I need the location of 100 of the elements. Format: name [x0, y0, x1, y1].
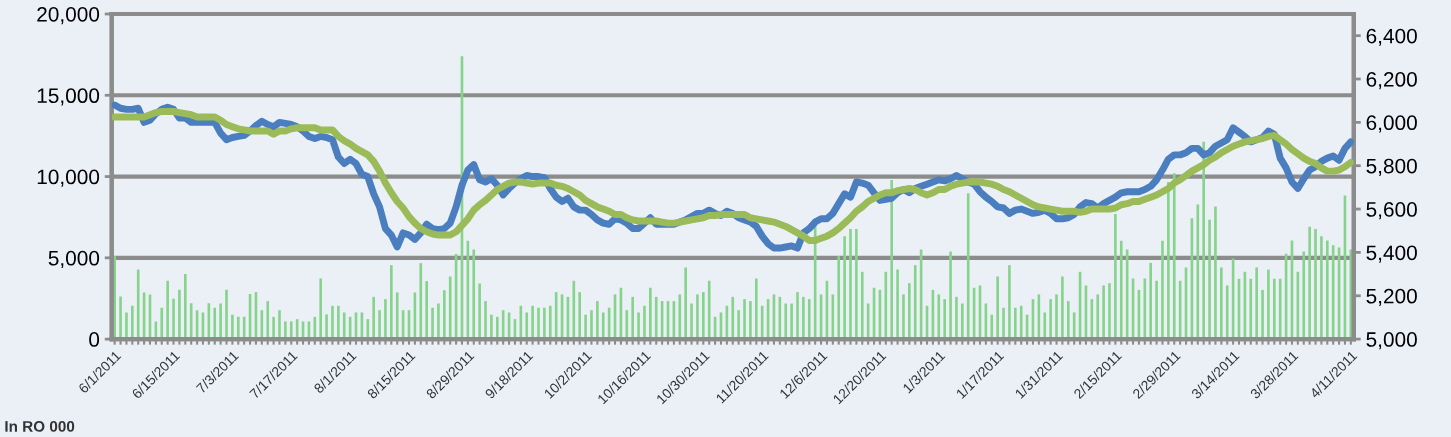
- bar: [548, 305, 552, 340]
- bar: [631, 296, 635, 340]
- bar: [1013, 307, 1017, 340]
- bar: [448, 276, 452, 340]
- bar: [884, 271, 888, 340]
- bar: [543, 307, 546, 340]
- bar: [790, 303, 793, 340]
- bar: [943, 299, 946, 340]
- bar: [596, 301, 599, 340]
- y2-tick-label: 5,400: [1366, 245, 1417, 263]
- bar: [1261, 289, 1264, 340]
- bar: [1061, 276, 1064, 340]
- bar: [855, 229, 858, 340]
- bar: [325, 314, 328, 340]
- y2-tick-label: 6,400: [1366, 28, 1417, 46]
- bar: [737, 310, 740, 340]
- bar: [1255, 267, 1258, 340]
- bar: [125, 312, 128, 340]
- bar: [490, 314, 493, 340]
- bar: [478, 283, 481, 340]
- bar: [1196, 204, 1200, 340]
- bar: [949, 251, 952, 340]
- bar: [937, 294, 941, 340]
- bar: [966, 193, 970, 340]
- bar: [219, 303, 222, 340]
- y2-tick-label: 5,000: [1366, 332, 1417, 350]
- bar: [119, 296, 122, 340]
- bar: [131, 305, 134, 340]
- y-tick-label: 10,000: [37, 169, 100, 187]
- y2-tick-label: 5,200: [1366, 288, 1417, 306]
- y2-tick-label: 6,000: [1366, 115, 1417, 133]
- bar: [442, 290, 446, 340]
- bar: [213, 307, 217, 340]
- y2-tick-label: 5,600: [1366, 202, 1417, 220]
- bar: [1102, 285, 1105, 340]
- text: In RO 000: [5, 420, 75, 432]
- bar: [236, 316, 240, 340]
- bar: [749, 301, 752, 340]
- bar: [654, 296, 658, 340]
- bar: [289, 321, 293, 340]
- bar: [1202, 141, 1205, 340]
- bar: [231, 314, 234, 340]
- bar: [731, 296, 735, 340]
- bar: [178, 289, 181, 340]
- bar: [1008, 265, 1011, 340]
- bar: [1172, 173, 1176, 340]
- bar: [696, 294, 699, 340]
- bar: [390, 265, 393, 340]
- bar: [1331, 245, 1335, 340]
- bar: [1320, 236, 1323, 340]
- bar: [378, 310, 381, 340]
- bar: [796, 292, 799, 340]
- bar: [342, 312, 346, 340]
- bar: [784, 303, 788, 340]
- bar: [319, 278, 323, 340]
- bar: [1049, 299, 1052, 340]
- bar: [990, 314, 994, 340]
- bar: [166, 280, 169, 340]
- bar: [896, 269, 899, 340]
- bar: [1167, 182, 1170, 340]
- bar: [395, 292, 399, 340]
- bar: [837, 256, 841, 340]
- bar: [860, 271, 864, 340]
- bar: [431, 307, 434, 340]
- bar: [366, 319, 370, 340]
- bar: [278, 310, 281, 340]
- bar: [1214, 206, 1217, 340]
- bar: [1019, 305, 1023, 340]
- bar: [590, 310, 593, 340]
- bar: [484, 301, 487, 340]
- bar: [1149, 262, 1153, 340]
- bar: [902, 294, 905, 340]
- bar: [1220, 267, 1223, 340]
- bar: [743, 299, 746, 340]
- bar: [754, 278, 758, 340]
- y-tick-label: 15,000: [37, 88, 100, 106]
- bar: [419, 263, 423, 340]
- bar: [955, 296, 958, 340]
- bar: [643, 305, 646, 340]
- bar: [189, 303, 193, 340]
- bar: [501, 310, 505, 340]
- bar: [843, 236, 846, 340]
- bar: [702, 292, 705, 340]
- bar: [1314, 229, 1317, 340]
- bar: [849, 229, 852, 340]
- bar: [372, 296, 375, 340]
- bar: [437, 303, 440, 340]
- y-tick-label: 0: [89, 332, 100, 347]
- bar: [678, 294, 682, 340]
- bar: [1161, 240, 1164, 340]
- bar: [1143, 278, 1147, 340]
- bar: [707, 280, 711, 340]
- bar: [337, 305, 340, 340]
- bar: [572, 280, 576, 340]
- bar: [172, 298, 175, 340]
- bar: [384, 299, 387, 340]
- bar: [807, 299, 811, 340]
- bar: [1155, 280, 1158, 340]
- bar: [1119, 240, 1123, 340]
- bar: [266, 301, 270, 340]
